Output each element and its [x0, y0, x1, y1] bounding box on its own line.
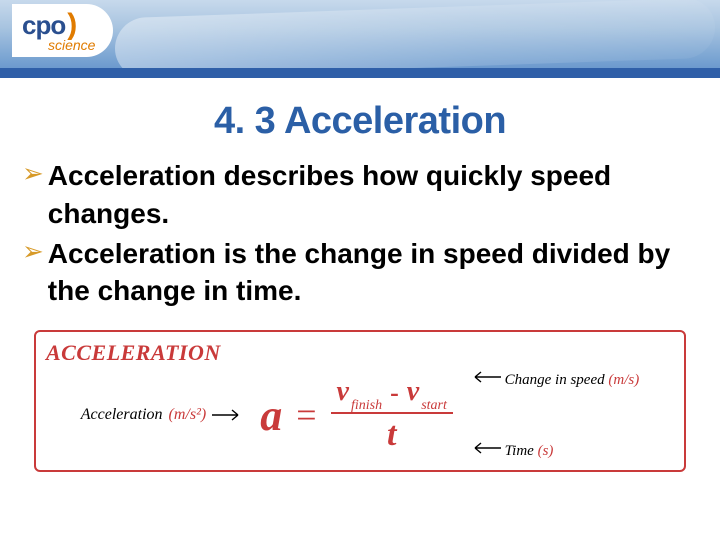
bullet-arrow-icon: ➢ — [22, 235, 44, 269]
denominator-label-group: Time (s) — [467, 441, 639, 460]
lhs-label: Acceleration — [81, 406, 163, 424]
bullet-item: ➢ Acceleration describes how quickly spe… — [22, 157, 698, 233]
equals-sign: = — [296, 394, 316, 436]
logo: cpo ) science — [12, 4, 113, 57]
content-area: ➢ Acceleration describes how quickly spe… — [0, 143, 720, 472]
operator: - — [388, 378, 401, 408]
logo-tagline: science — [48, 37, 95, 53]
arrow-left-icon — [467, 370, 501, 384]
denominator-unit: (s) — [538, 443, 554, 459]
bullet-text: Acceleration is the change in speed divi… — [48, 235, 698, 311]
fraction: v finish - v start t — [331, 376, 453, 454]
numerator-label: Change in speed — [505, 372, 605, 388]
banner-decor — [115, 0, 715, 78]
term2-sub: start — [421, 398, 447, 414]
denominator: t — [387, 416, 396, 454]
lhs-unit: (m/s²) — [169, 406, 207, 424]
bullet-item: ➢ Acceleration is the change in speed di… — [22, 235, 698, 311]
lhs-symbol: a — [260, 390, 282, 441]
numerator-unit: (m/s) — [608, 372, 639, 388]
rhs-labels: Change in speed (m/s) Time (s) — [467, 370, 639, 460]
term1-sub: finish — [351, 398, 382, 414]
logo-paren-icon: ) — [67, 16, 77, 34]
bullet-text: Acceleration describes how quickly speed… — [48, 157, 698, 233]
numerator-label-group: Change in speed (m/s) — [467, 370, 639, 389]
header-banner: cpo ) science — [0, 0, 720, 78]
denominator-label: Time — [505, 443, 534, 459]
page-title: 4. 3 Acceleration — [0, 100, 720, 143]
formula-heading: ACCELERATION — [46, 340, 674, 366]
term1: v — [337, 376, 349, 408]
lhs-label-group: Acceleration (m/s²) — [81, 406, 246, 424]
formula-row: Acceleration (m/s²) a = v finish - v sta… — [46, 370, 674, 460]
arrow-right-icon — [212, 408, 246, 422]
arrow-left-icon — [467, 441, 501, 455]
numerator: v finish - v start — [331, 376, 453, 414]
formula-box: ACCELERATION Acceleration (m/s²) a = v f… — [34, 330, 686, 472]
term2: v — [407, 376, 419, 408]
bullet-arrow-icon: ➢ — [22, 157, 44, 191]
banner-bar — [0, 68, 720, 78]
